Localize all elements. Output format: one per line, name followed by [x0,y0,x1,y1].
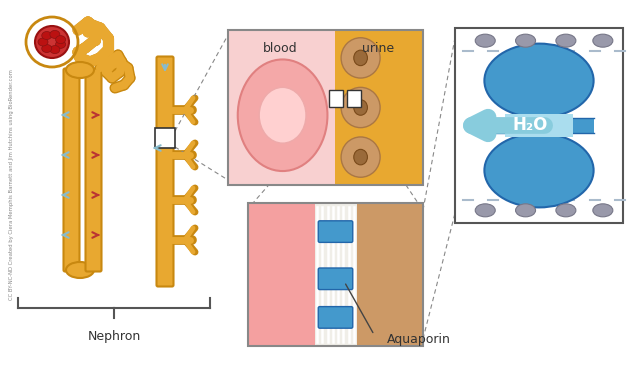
Bar [248,203,314,346]
FancyBboxPatch shape [318,268,353,289]
Ellipse shape [354,100,367,115]
Bar [335,30,423,185]
Polygon shape [484,118,595,133]
Text: urine: urine [362,42,394,55]
Ellipse shape [341,137,380,177]
FancyBboxPatch shape [318,221,353,242]
Ellipse shape [50,31,60,38]
Ellipse shape [66,62,94,78]
Ellipse shape [476,204,495,217]
Bar [455,28,623,223]
Ellipse shape [593,34,613,47]
Text: Nephron: Nephron [88,330,141,343]
Bar [330,90,344,107]
Ellipse shape [556,204,576,217]
Ellipse shape [237,59,328,171]
Ellipse shape [516,34,536,47]
Bar [228,30,423,185]
Ellipse shape [259,87,306,143]
Ellipse shape [354,149,367,165]
Ellipse shape [66,262,94,278]
Bar [228,30,335,185]
Bar [506,114,573,137]
Bar [155,128,175,148]
Bar [347,90,361,107]
Ellipse shape [484,133,594,207]
Ellipse shape [476,34,495,47]
Ellipse shape [56,40,65,48]
Bar [248,203,423,346]
Ellipse shape [56,36,65,44]
Text: CC BY-NC-ND Created by Ciera Memphis Barnett and Jim Hutchins using BioRender.co: CC BY-NC-ND Created by Ciera Memphis Bar… [9,69,14,300]
FancyBboxPatch shape [318,307,353,328]
Ellipse shape [42,44,52,53]
Bar [314,203,356,346]
Ellipse shape [556,34,576,47]
Text: blood: blood [263,42,298,55]
Ellipse shape [38,38,48,46]
Bar [356,203,423,346]
Ellipse shape [593,204,613,217]
Ellipse shape [50,46,60,54]
Ellipse shape [341,38,380,78]
Ellipse shape [484,44,594,118]
FancyBboxPatch shape [63,69,79,272]
FancyBboxPatch shape [86,69,102,272]
FancyBboxPatch shape [157,56,173,286]
Ellipse shape [354,50,367,66]
Ellipse shape [42,31,52,40]
Text: H₂O: H₂O [513,116,548,135]
Ellipse shape [516,204,536,217]
Ellipse shape [35,26,69,58]
Ellipse shape [341,87,380,128]
Text: Aquaporin: Aquaporin [387,333,451,347]
